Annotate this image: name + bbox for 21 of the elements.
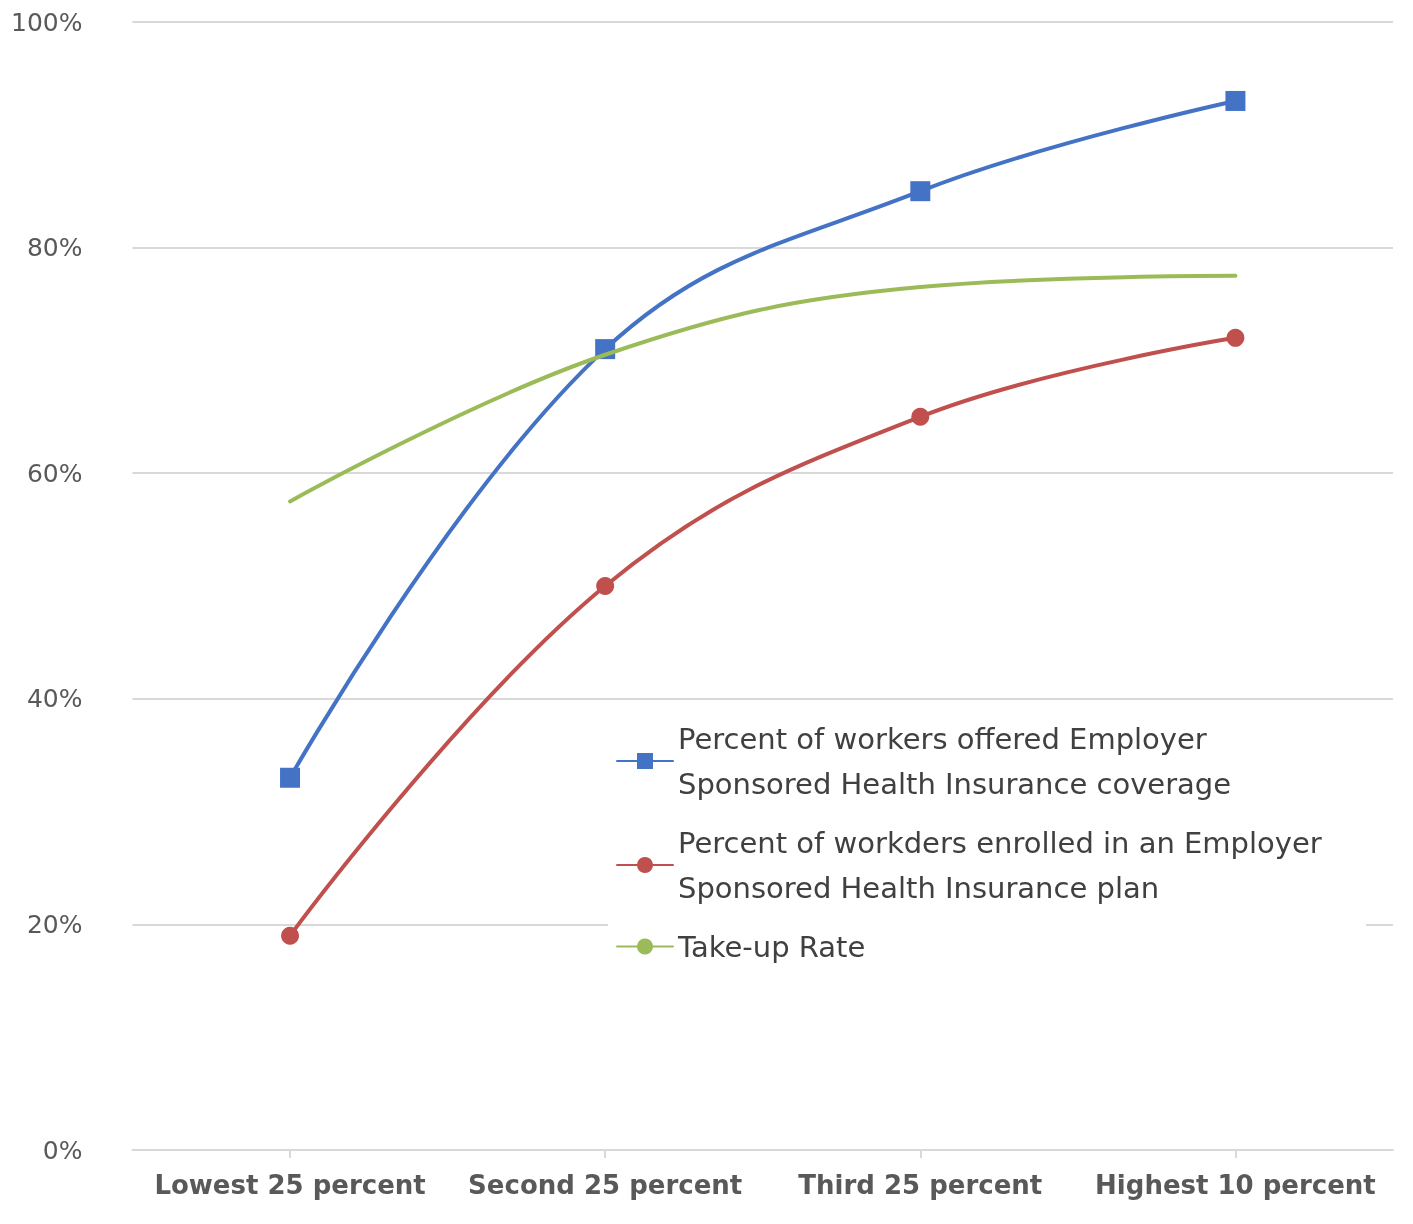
point — [281, 926, 300, 945]
x-tick-label: Third 25 percent — [798, 1170, 1043, 1200]
point — [910, 181, 931, 202]
point — [280, 767, 301, 788]
y-tick-label: 20% — [26, 909, 83, 939]
y-tick-label: 60% — [26, 458, 83, 488]
y-tick-label: 80% — [26, 233, 83, 263]
x-tick-label: Highest 10 percent — [1095, 1170, 1376, 1200]
x-tick-label: Second 25 percent — [468, 1170, 743, 1200]
line-series — [288, 273, 1238, 504]
y-tick-label: 0% — [42, 1135, 83, 1165]
point — [1225, 90, 1246, 111]
y-tick-label: 100% — [10, 7, 83, 37]
legend-label: Percent of workders enrolled in an Employer Sponsored Health Insurance plan — [678, 825, 1331, 905]
legend-label: Take-up Rate — [677, 929, 866, 964]
point — [1226, 328, 1245, 347]
x-tick-label: Lowest 25 percent — [154, 1170, 426, 1200]
legend-label: Percent of workers offered Employer Sponsored Health Insurance coverage — [678, 721, 1232, 801]
y-tick-label: 40% — [26, 684, 83, 714]
point — [596, 577, 615, 595]
point — [911, 407, 930, 426]
